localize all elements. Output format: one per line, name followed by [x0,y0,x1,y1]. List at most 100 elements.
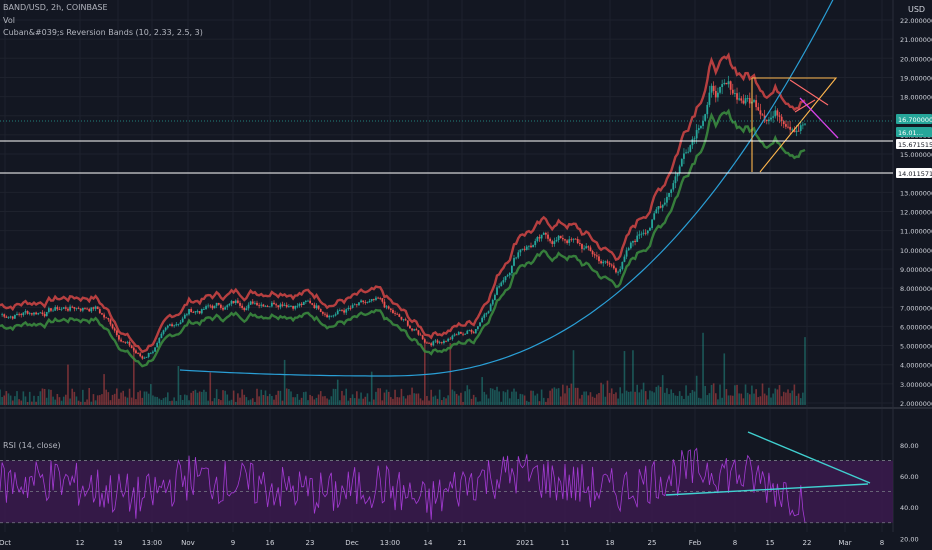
time-tick-label: 25 [648,539,657,547]
candle-body [731,89,734,94]
volume-bar [664,392,666,405]
candle-body [585,246,588,249]
volume-bar [770,397,772,405]
candle-body [11,316,14,319]
candle-body [759,110,762,115]
candle-body [370,299,373,301]
candle-body [383,301,386,308]
volume-bar [513,388,515,405]
volume-bar [570,383,573,405]
candle-body [574,238,577,240]
volume-bar [500,401,503,405]
volume-bar [277,390,280,405]
candle-body [746,98,749,99]
candle-body [496,287,498,295]
candle-body [638,234,641,236]
volume-bar [341,390,343,405]
candle-body [776,110,779,116]
volume-bar [330,396,333,405]
candle-body [5,316,8,318]
legend-rsi[interactable]: RSI (14, close) [3,441,61,450]
volume-bar [519,393,522,405]
legend-indicator[interactable]: Cuban&#039;s Reversion Bands (10, 2.33, … [3,28,203,37]
time-tick-label: 14 [424,539,433,547]
candle-body [101,313,103,315]
volume-bar [623,351,626,405]
volume-bar [481,377,483,405]
volume-bar [511,391,513,405]
candle-body [141,356,144,359]
candle-body [345,309,348,313]
candle-body [498,286,501,288]
volume-bar [139,390,141,405]
volume-bar [205,391,207,405]
volume-bar [602,384,605,405]
legend-symbol[interactable]: BAND/USD, 2h, COINBASE [3,3,108,12]
candle-body [789,126,792,130]
volume-bar [562,384,564,405]
candle-body [377,297,379,299]
candle-body [132,348,135,351]
candle-body [294,305,297,309]
volume-bar [383,392,386,405]
volume-bar [702,332,704,405]
candle-body [542,232,545,235]
volume-bar [402,396,405,405]
volume-bar [169,401,171,405]
volume-bar [311,396,314,405]
candle-body [328,315,331,318]
time-tick-label: 8 [733,539,737,547]
volume-bar [451,389,454,405]
candle-body [336,310,339,315]
volume-bar [209,372,212,405]
volume-bar [797,393,800,405]
candle-body [402,319,405,321]
volume-bar [370,371,373,405]
volume-bar [188,400,190,405]
volume-bar [515,391,517,405]
volume-bar [598,393,600,405]
volume-bar [649,390,651,405]
volume-bar [198,391,201,405]
candle-body [646,230,649,234]
volume-bar [300,397,303,405]
volume-bar [757,397,760,405]
legend-volume[interactable]: Vol [3,16,15,25]
candle-body [79,308,82,311]
volume-bar [398,397,401,405]
volume-bar [508,398,511,405]
volume-bar [483,391,486,405]
candle-body [362,300,365,303]
candle-body [217,302,220,305]
volume-bar [536,393,539,405]
candle-body [375,297,377,300]
volume-bar [101,394,103,405]
volume-bar [192,390,195,405]
volume-bar [494,390,496,405]
candle-body [602,261,605,264]
candle-body [194,311,197,313]
candle-body [493,294,496,300]
candle-body [629,242,632,249]
volume-bar [22,391,25,405]
time-tick-label: 8 [880,539,884,547]
candle-body [519,249,522,253]
volume-bar [600,382,602,405]
candle-body [655,209,658,214]
volume-bar [224,390,226,405]
volume-bar [271,395,273,405]
candle-body [428,342,430,344]
volume-bar [273,399,275,405]
volume-bar [668,394,670,405]
candle-body [54,307,57,311]
volume-bar [734,385,736,405]
volume-bar [430,389,432,405]
candle-body [685,152,687,154]
candle-body [315,305,318,309]
candle-body [421,335,424,340]
volume-bar [772,393,774,405]
candle-body [368,300,371,303]
candle-body [576,239,579,244]
volume-bar [351,394,354,405]
candle-body [398,314,401,317]
